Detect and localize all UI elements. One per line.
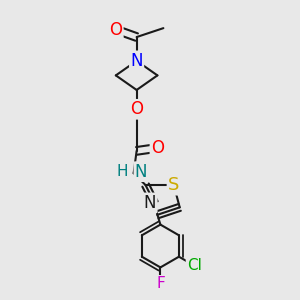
Text: F: F [156, 276, 165, 291]
Text: O: O [151, 139, 164, 157]
Text: H: H [116, 164, 128, 179]
Text: O: O [109, 21, 122, 39]
Text: Cl: Cl [187, 258, 202, 273]
Text: S: S [168, 176, 179, 194]
Text: N: N [135, 163, 147, 181]
Text: N: N [144, 194, 156, 212]
Text: N: N [130, 52, 143, 70]
Text: O: O [130, 100, 143, 118]
